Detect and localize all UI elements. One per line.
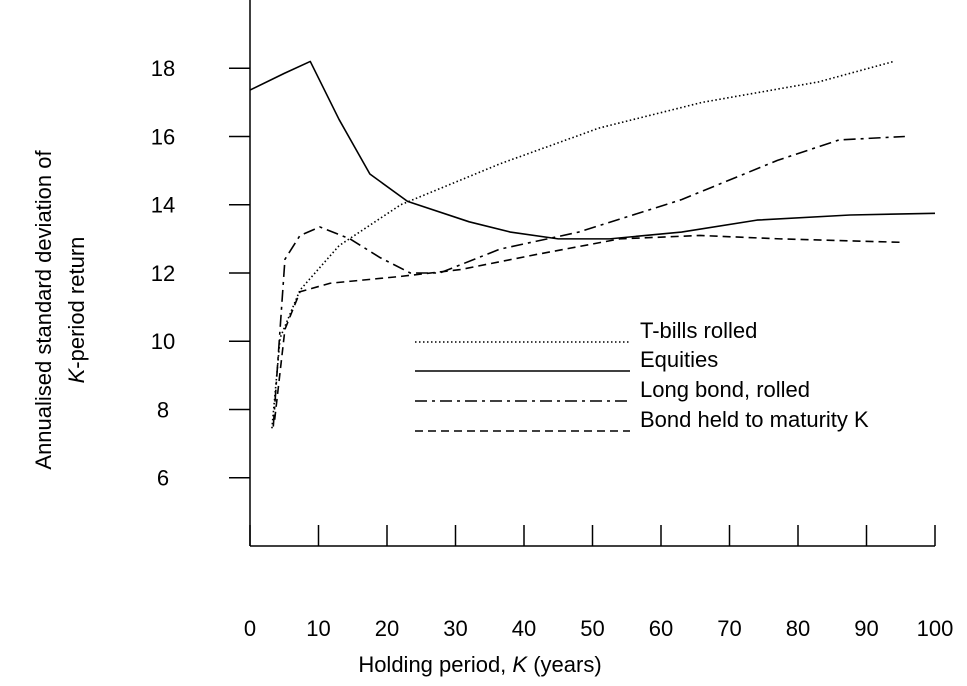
line-series: [272, 135, 905, 427]
legend-label: T-bills rolled: [640, 318, 757, 343]
legend-label: Equities: [640, 347, 718, 372]
y-tick-label: 16: [151, 124, 175, 149]
x-tick-label: 10: [306, 616, 330, 641]
y-tick-label: 8: [157, 397, 169, 422]
legend-label: Bond held to maturity K: [640, 407, 869, 432]
y-axis-label: Annualised standard deviation of: [31, 150, 56, 470]
y-axis-label: K-period return: [64, 237, 89, 384]
x-tick-label: 20: [375, 616, 399, 641]
legend-label: Long bond, rolled: [640, 377, 810, 402]
x-tick-label: 70: [717, 616, 741, 641]
x-tick-label: 90: [854, 616, 878, 641]
x-tick-label: 100: [917, 616, 954, 641]
y-tick-label: 12: [151, 261, 175, 286]
y-tick-label: 14: [151, 193, 175, 218]
y-tick-label: 18: [151, 56, 175, 81]
x-tick-label: 30: [443, 616, 467, 641]
line-series: [271, 60, 895, 429]
line-series: [273, 234, 901, 420]
y-tick-label: 10: [151, 329, 175, 354]
x-tick-label: 80: [786, 616, 810, 641]
x-axis-label: Holding period, K (years): [358, 652, 601, 677]
x-tick-label: 60: [649, 616, 673, 641]
x-tick-label: 40: [512, 616, 536, 641]
x-tick-label: 0: [244, 616, 256, 641]
line-series: [249, 60, 936, 240]
x-tick-label: 50: [580, 616, 604, 641]
y-tick-label: 6: [157, 466, 169, 491]
